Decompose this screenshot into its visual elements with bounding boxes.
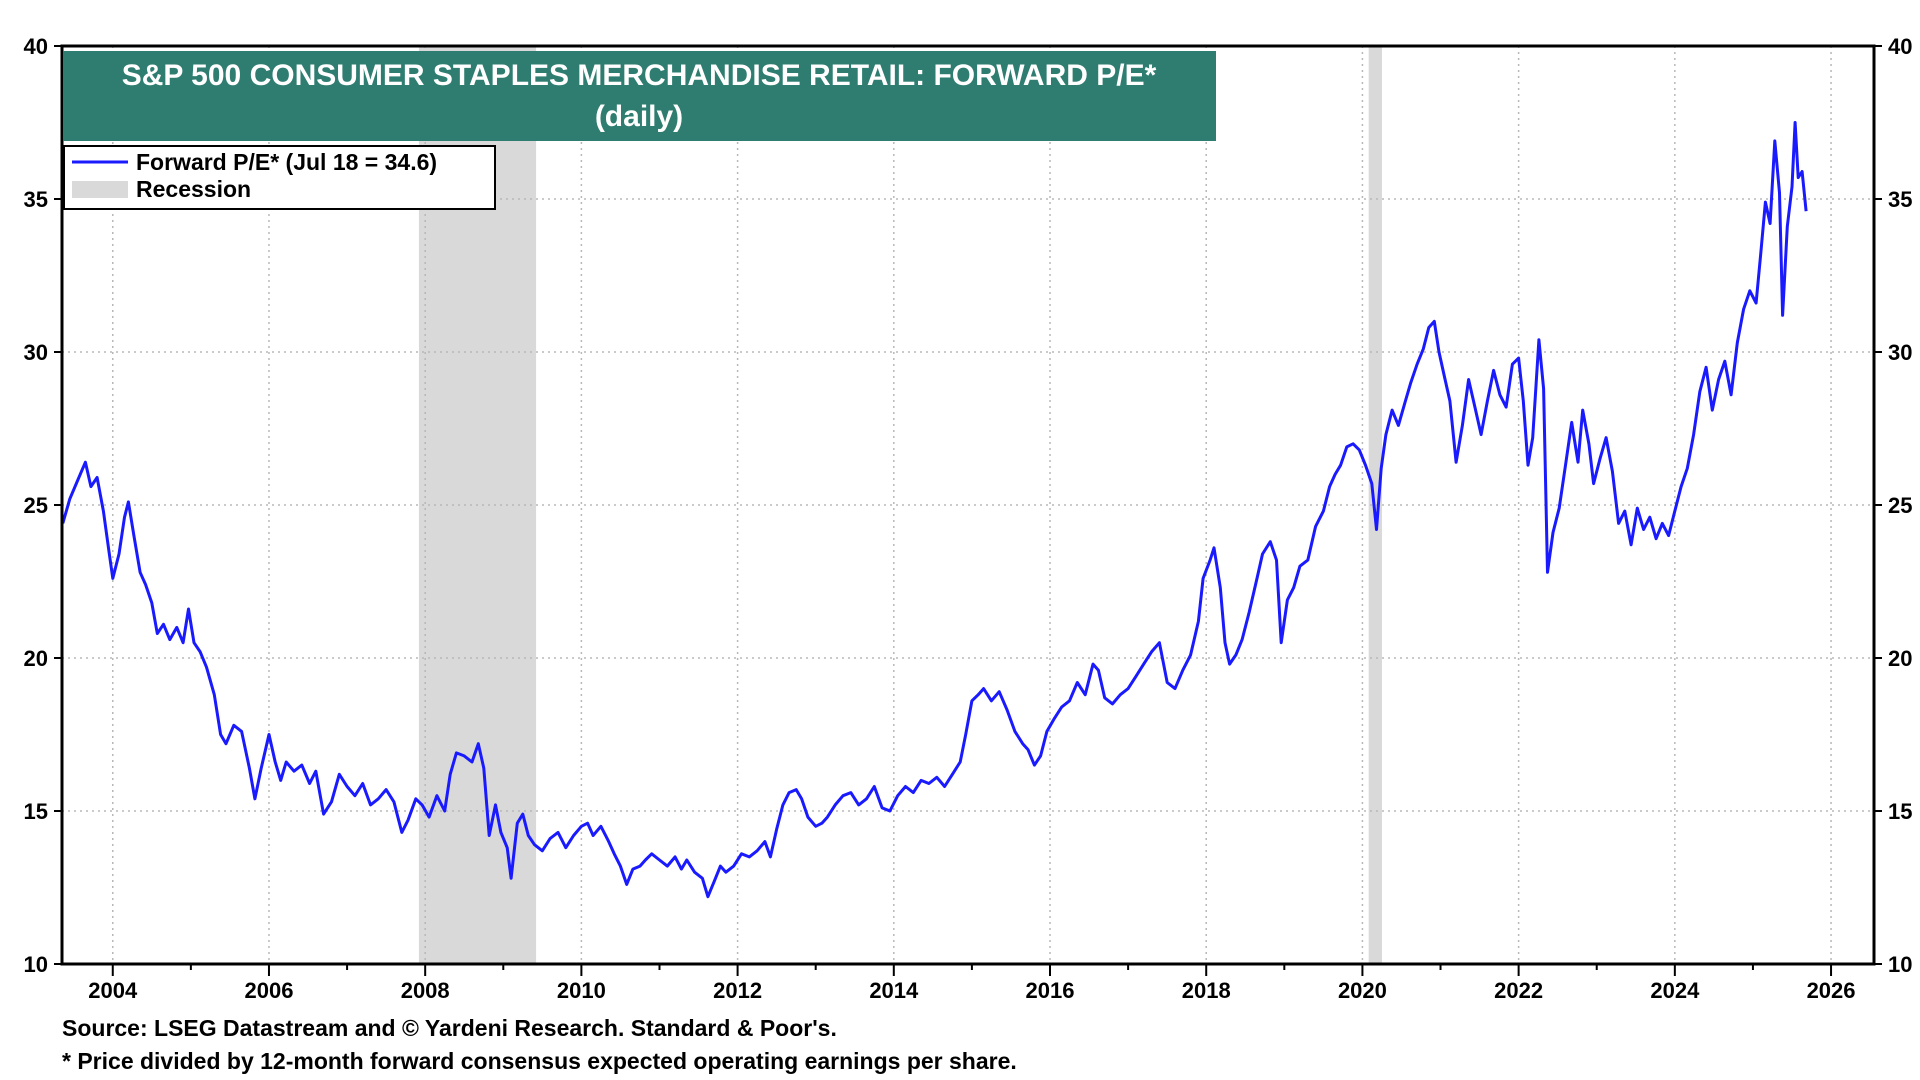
tick-label-x-2004: 2004 bbox=[88, 978, 138, 1003]
tick-label-x-2024: 2024 bbox=[1650, 978, 1700, 1003]
tick-label-y-right-20: 20 bbox=[1888, 646, 1912, 671]
tick-label-x-2026: 2026 bbox=[1807, 978, 1856, 1003]
tick-label-y-right-10: 10 bbox=[1888, 952, 1912, 977]
tick-label-y-left-30: 30 bbox=[24, 340, 48, 365]
tick-label-x-2012: 2012 bbox=[713, 978, 762, 1003]
tick-label-y-left-25: 25 bbox=[24, 493, 48, 518]
tick-label-y-left-10: 10 bbox=[24, 952, 48, 977]
title-band: S&P 500 CONSUMER STAPLES MERCHANDISE RET… bbox=[63, 51, 1216, 141]
series-line-forward-pe bbox=[61, 121, 1808, 899]
definition-note: * Price divided by 12-month forward cons… bbox=[62, 1048, 1017, 1074]
tick-label-x-2010: 2010 bbox=[557, 978, 606, 1003]
legend-recession-swatch bbox=[72, 181, 128, 198]
tick-label-y-left-15: 15 bbox=[24, 799, 48, 824]
tick-label-y-right-40: 40 bbox=[1888, 34, 1912, 59]
tick-label-y-left-20: 20 bbox=[24, 646, 48, 671]
tick-label-x-2022: 2022 bbox=[1494, 978, 1543, 1003]
tick-label-y-right-15: 15 bbox=[1888, 799, 1912, 824]
legend: Forward P/E* (Jul 18 = 34.6) Recession bbox=[63, 145, 496, 210]
source-note: Source: LSEG Datastream and © Yardeni Re… bbox=[62, 1015, 837, 1041]
tick-label-y-left-35: 35 bbox=[24, 187, 48, 212]
tick-label-y-right-35: 35 bbox=[1888, 187, 1912, 212]
tick-label-x-2014: 2014 bbox=[869, 978, 919, 1003]
legend-label-recession: Recession bbox=[136, 176, 251, 202]
recession-bands bbox=[418, 46, 1382, 964]
tick-label-x-2016: 2016 bbox=[1026, 978, 1075, 1003]
tick-label-x-2020: 2020 bbox=[1338, 978, 1387, 1003]
legend-label-series: Forward P/E* (Jul 18 = 34.6) bbox=[136, 149, 437, 175]
tick-label-y-right-30: 30 bbox=[1888, 340, 1912, 365]
tick-label-x-2006: 2006 bbox=[244, 978, 293, 1003]
tick-label-y-right-25: 25 bbox=[1888, 493, 1912, 518]
tick-label-y-left-40: 40 bbox=[24, 34, 48, 59]
legend-box bbox=[63, 145, 496, 210]
series-layer bbox=[61, 121, 1808, 899]
grid-lines bbox=[62, 46, 1874, 964]
chart-subtitle: (daily) bbox=[595, 100, 683, 133]
chart-title: S&P 500 CONSUMER STAPLES MERCHANDISE RET… bbox=[122, 59, 1157, 92]
tick-label-x-2018: 2018 bbox=[1182, 978, 1231, 1003]
tick-label-x-2008: 2008 bbox=[401, 978, 450, 1003]
title-background bbox=[63, 51, 1216, 141]
